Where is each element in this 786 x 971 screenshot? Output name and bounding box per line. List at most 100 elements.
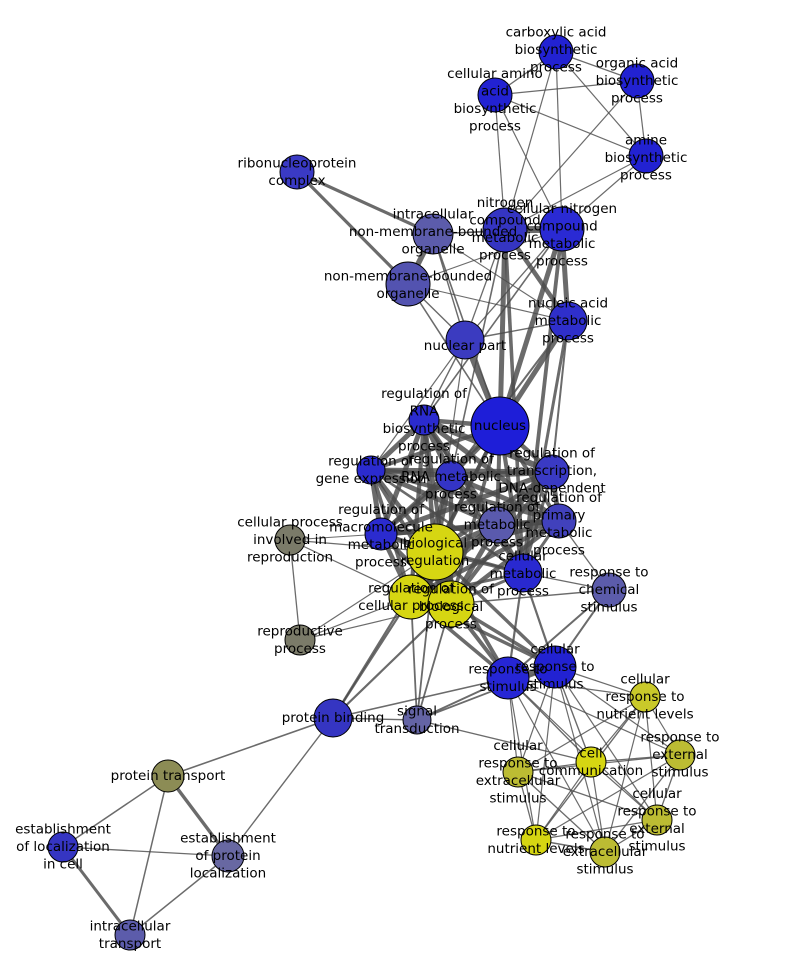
- graph-edge: [464, 228, 563, 341]
- graph-node-response-to-external-stimulus[interactable]: [664, 739, 696, 771]
- graph-edge: [62, 846, 229, 857]
- graph-edge: [504, 51, 557, 231]
- graph-node-cellular-metabolic-process[interactable]: [503, 553, 543, 593]
- graph-edge: [521, 320, 570, 574]
- graph-edge: [535, 666, 556, 841]
- graph-node-cellular-amino-acid-biosynthetic-process[interactable]: [477, 77, 513, 113]
- graph-node-regulation-of-rna-metabolic-process[interactable]: [435, 460, 467, 492]
- graph-node-establishment-of-localization-in-cell[interactable]: [47, 831, 79, 863]
- graph-edge: [409, 518, 561, 600]
- graph-edge: [494, 80, 638, 96]
- graph-node-regulation-of-macromolecule-metabolic-process[interactable]: [364, 517, 398, 551]
- graph-node-regulation-of-cellular-process[interactable]: [388, 574, 434, 620]
- graph-edge: [61, 846, 132, 936]
- graph-node-ribonucleoprotein-complex[interactable]: [279, 154, 315, 190]
- graph-edge: [551, 320, 569, 473]
- graph-edge: [432, 233, 569, 322]
- graph-edge: [517, 696, 646, 773]
- graph-edge: [521, 228, 564, 574]
- graph-node-nitrogen-compound-metabolic-process[interactable]: [482, 207, 528, 253]
- graph-edge: [535, 761, 592, 841]
- graph-node-regulation-of-primary-metabolic-process[interactable]: [541, 503, 577, 539]
- graph-edge: [507, 677, 658, 821]
- graph-node-response-to-stimulus[interactable]: [486, 656, 530, 700]
- graph-node-reproductive-process[interactable]: [284, 624, 316, 656]
- graph-edge: [296, 170, 434, 236]
- graph-edge: [166, 774, 230, 858]
- graph-node-cellular-response-to-extracellular-stimulus[interactable]: [502, 756, 534, 788]
- graph-node-protein-transport[interactable]: [151, 759, 185, 793]
- graph-edge: [535, 754, 681, 841]
- graph-edge: [407, 228, 563, 285]
- graph-edge: [289, 539, 301, 641]
- graph-node-response-to-nutrient-levels[interactable]: [520, 824, 552, 856]
- graph-edge: [517, 771, 658, 821]
- graph-edge: [497, 229, 508, 427]
- graph-edge: [227, 717, 334, 857]
- graph-node-intracellular-transport[interactable]: [114, 919, 146, 951]
- graph-edge: [507, 677, 681, 756]
- graph-edge: [450, 589, 610, 605]
- graph-node-nuclear-part[interactable]: [445, 320, 485, 360]
- graph-node-protein-binding[interactable]: [313, 698, 353, 738]
- graph-edge: [370, 468, 524, 575]
- graph-edge: [507, 677, 606, 853]
- graph-node-regulation-of-transcription-dna-dependent[interactable]: [534, 454, 570, 490]
- graph-edge: [332, 603, 452, 719]
- graph-edge: [555, 51, 647, 157]
- graph-node-intracellular-non-membrane-bounded-organelle[interactable]: [412, 213, 454, 255]
- graph-edge: [380, 469, 553, 537]
- graph-node-cellular-nitrogen-compound-metabolic-process[interactable]: [539, 206, 585, 252]
- nodes-layer[interactable]: [47, 34, 696, 951]
- labels-layer: carboxylic acid biosynthetic process organi…: [15, 25, 720, 952]
- graph-edge: [416, 719, 592, 763]
- graph-node-nucleic-acid-metabolic-process[interactable]: [548, 301, 588, 341]
- graph-node-regulation-of-metabolic-process[interactable]: [478, 506, 516, 544]
- graph-edge: [504, 80, 638, 231]
- graph-node-cell-communication[interactable]: [575, 746, 607, 778]
- edges-layer: [61, 51, 681, 936]
- graph-edge: [507, 677, 646, 698]
- graph-node-regulation-of-rna-biosynthetic-process[interactable]: [408, 404, 440, 436]
- graph-edge: [129, 775, 169, 936]
- graph-edge: [554, 666, 681, 756]
- graph-edge: [332, 677, 509, 719]
- graph-node-cellular-process-involved-in-reproduction[interactable]: [274, 524, 306, 556]
- graph-edge: [604, 754, 681, 853]
- graph-edge: [129, 855, 229, 936]
- graph-edge: [369, 467, 499, 528]
- graph-edge: [494, 94, 506, 231]
- graph-edge: [555, 51, 563, 230]
- graph-node-cellular-response-to-nutrient-levels[interactable]: [629, 681, 661, 713]
- graph-node-cellular-response-to-stimulus[interactable]: [533, 645, 577, 689]
- graph-edge: [167, 717, 334, 777]
- graph-edge: [423, 228, 563, 421]
- graph-node-establishment-of-protein-localization[interactable]: [211, 839, 245, 873]
- graph-edge: [370, 339, 466, 471]
- graph-node-nucleus[interactable]: [470, 396, 530, 456]
- graph-node-non-membrane-bounded-organelle[interactable]: [385, 261, 431, 307]
- graph-edge: [62, 775, 169, 848]
- graph-node-regulation-of-biological-process[interactable]: [427, 580, 475, 628]
- graph-node-response-to-chemical-stimulus[interactable]: [591, 572, 627, 608]
- graph-node-amine-biosynthetic-process[interactable]: [628, 138, 664, 174]
- graph-edge: [507, 589, 610, 679]
- graph-edge: [604, 696, 646, 853]
- graph-node-biological-regulation[interactable]: [406, 523, 464, 581]
- graph-node-cellular-response-to-external-stimulus[interactable]: [641, 804, 673, 836]
- graph-edge: [295, 170, 410, 286]
- graph-edge: [535, 819, 658, 841]
- graph-node-signal-transduction[interactable]: [402, 705, 432, 735]
- graph-edge: [494, 94, 563, 230]
- graph-node-response-to-extracellular-stimulus[interactable]: [589, 836, 621, 868]
- graph-edge: [504, 155, 647, 231]
- graph-edge: [416, 666, 556, 721]
- graph-node-regulation-of-gene-expression[interactable]: [356, 455, 386, 485]
- graph-edge: [407, 283, 569, 322]
- graph-node-carboxylic-acid-biosynthetic-process[interactable]: [538, 34, 574, 70]
- graph-node-organic-acid-biosynthetic-process[interactable]: [619, 63, 655, 99]
- graph-edge: [517, 771, 606, 853]
- graph-edge: [370, 467, 560, 524]
